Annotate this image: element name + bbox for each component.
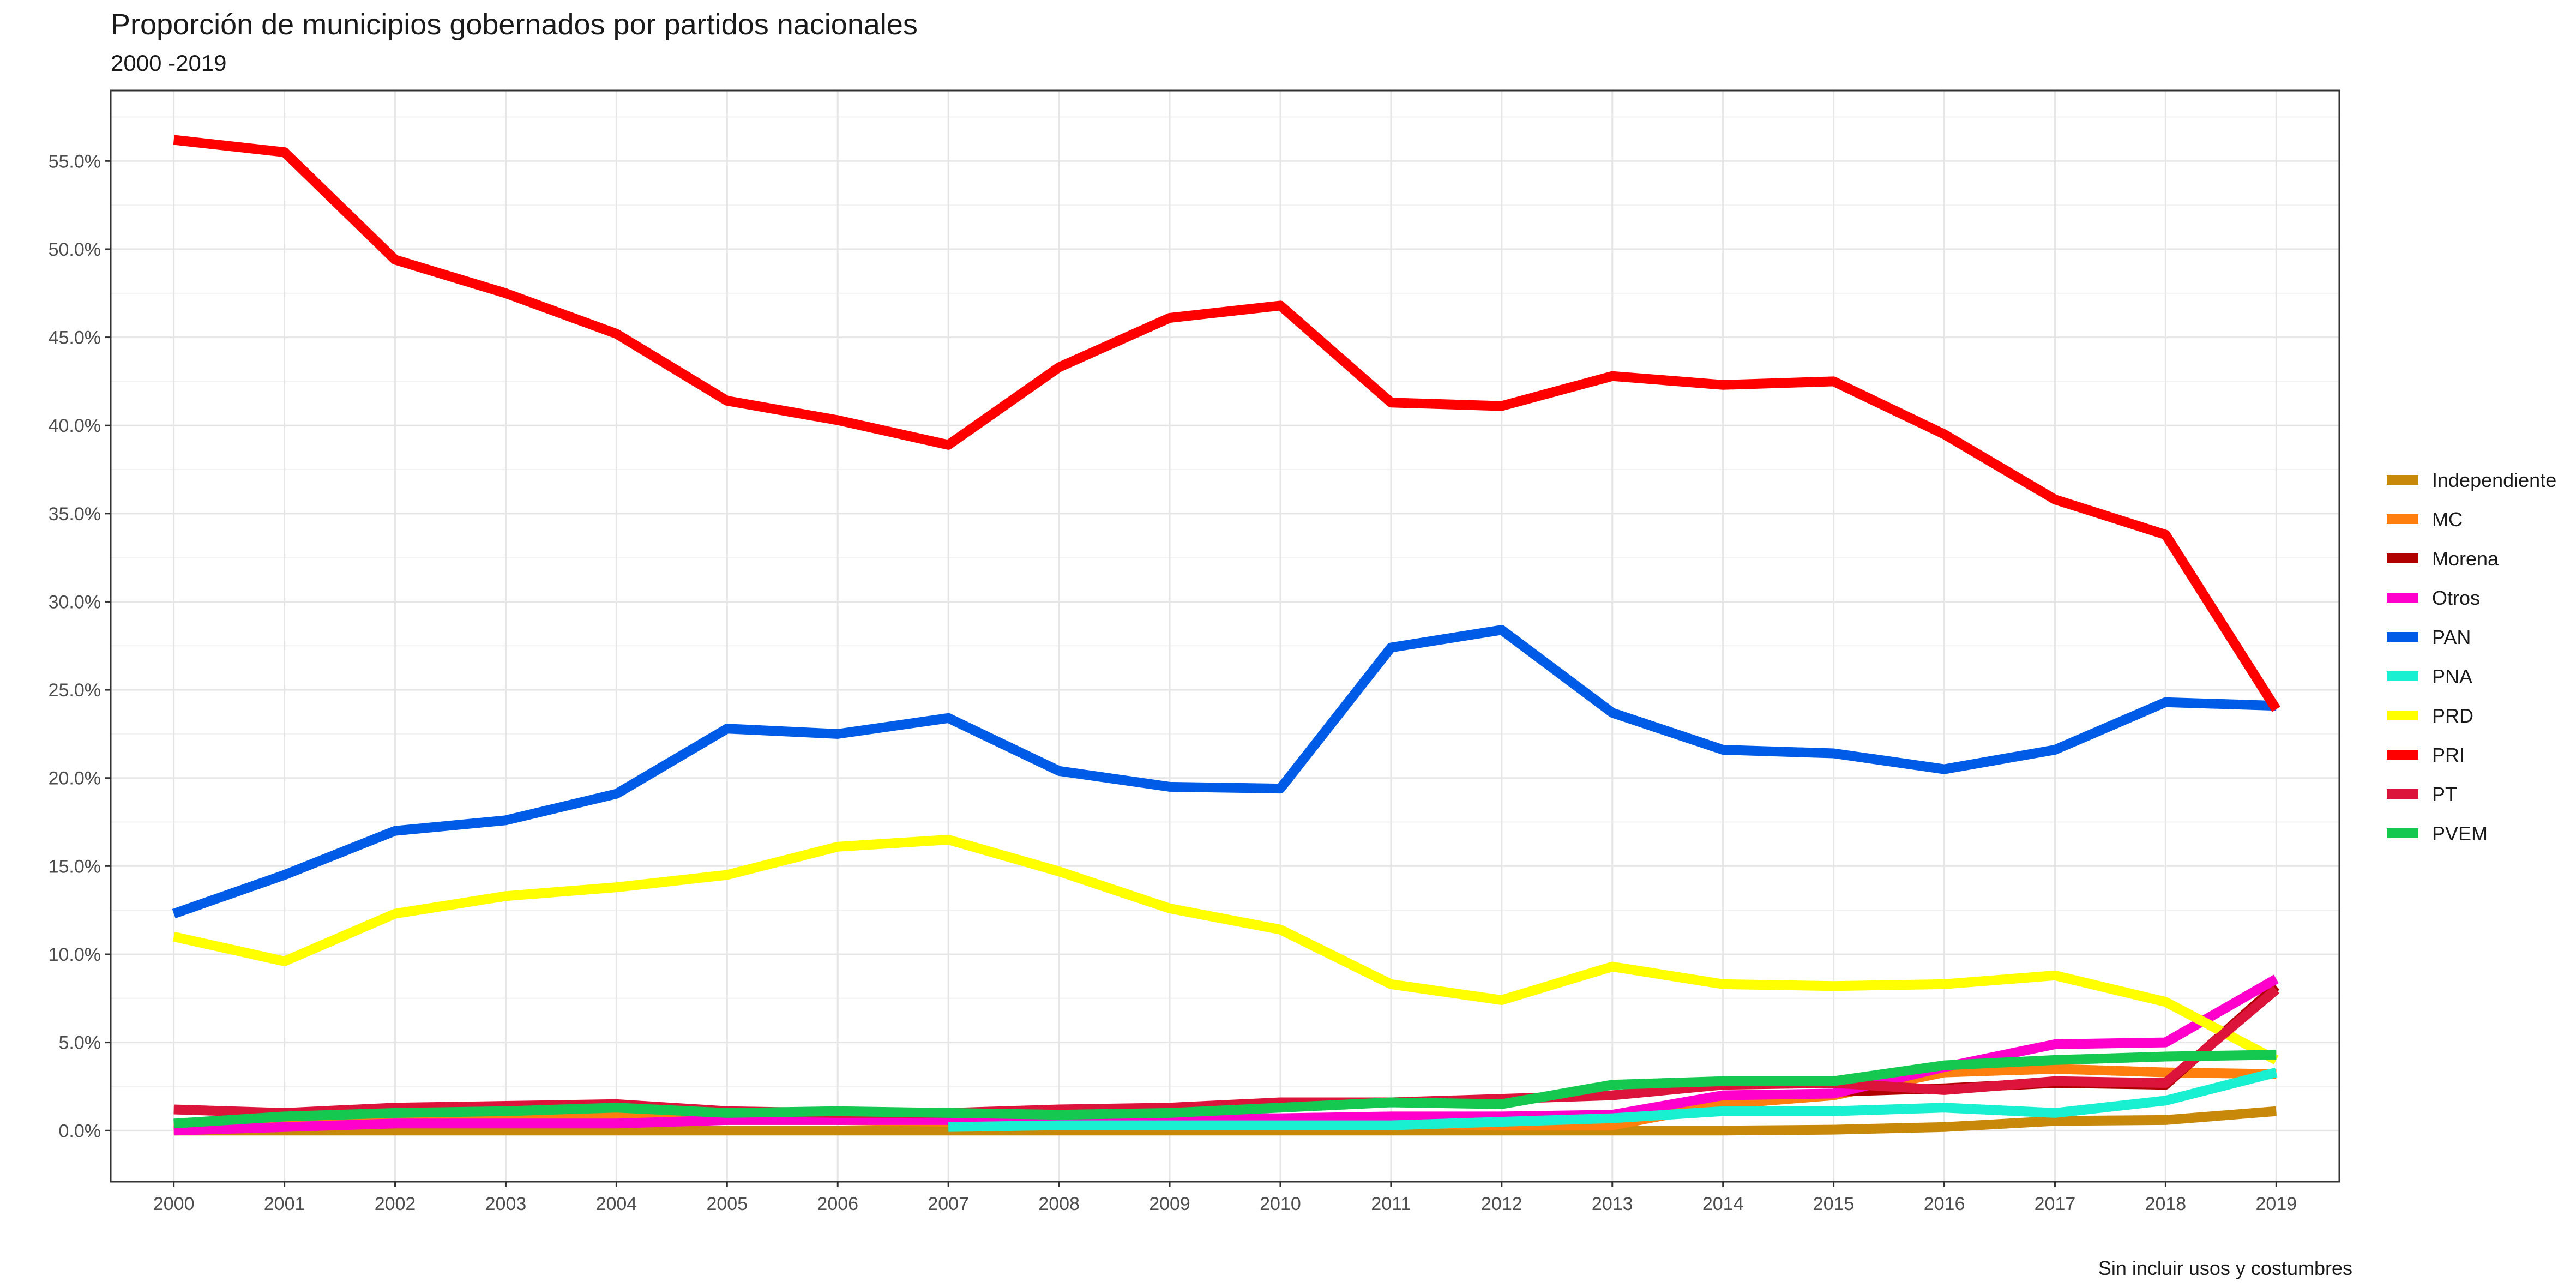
x-tick-label: 2017 (2035, 1194, 2076, 1214)
legend-label-pri: PRI (2432, 744, 2465, 766)
legend-label-prd: PRD (2432, 705, 2473, 727)
y-tick-label: 35.0% (49, 504, 101, 525)
legend-label-independiente: Independiente (2432, 469, 2556, 491)
series-line-pri (173, 135, 2280, 712)
x-tick-label: 2019 (2256, 1194, 2297, 1214)
chart-subtitle: 2000 -2019 (111, 50, 227, 76)
y-tick-label: 30.0% (49, 592, 101, 612)
x-tick-label: 2010 (1260, 1194, 1301, 1214)
x-tick-label: 2004 (596, 1194, 637, 1214)
y-tick-label: 55.0% (49, 151, 101, 172)
series-line-pvem (173, 1050, 2277, 1129)
y-tick-label: 20.0% (49, 768, 101, 789)
y-tick-label: 25.0% (49, 680, 101, 701)
x-tick-label: 2013 (1592, 1194, 1633, 1214)
x-tick-label: 2002 (375, 1194, 416, 1214)
x-tick-label: 2003 (485, 1194, 527, 1214)
axes: 0.0% 5.0% 10.0% 15.0% 20.0% 25.0% 30.0% 35.0% 40… (49, 89, 2340, 1214)
legend-label-pan: PAN (2432, 626, 2471, 648)
plot-border (110, 89, 2340, 1183)
chart-title: Proporción de municipios gobernados por … (111, 8, 918, 41)
series-line-pan (172, 625, 2277, 919)
x-tick-label: 2001 (264, 1194, 305, 1214)
x-tick-label: 2015 (1813, 1194, 1855, 1214)
x-tick-label: 2009 (1149, 1194, 1190, 1214)
y-tick-label: 10.0% (49, 944, 101, 965)
x-tick-label: 2007 (928, 1194, 969, 1214)
grid-lines (111, 91, 2339, 1182)
plot-panel (111, 91, 2339, 1182)
x-tick-label: 2012 (1481, 1194, 1522, 1214)
series-line-prd (172, 834, 2279, 1064)
legend-label-otros: Otros (2432, 587, 2480, 609)
x-tick-label: 2006 (817, 1194, 858, 1214)
y-tick-label: 15.0% (49, 856, 101, 877)
x-tick-label: 2008 (1038, 1194, 1080, 1214)
series-lines (172, 135, 2280, 1136)
x-tick-label: 2016 (1924, 1194, 1965, 1214)
y-tick-label: 45.0% (49, 328, 101, 348)
x-tick-label: 2018 (2145, 1194, 2187, 1214)
y-tick-label: 40.0% (49, 416, 101, 436)
legend-label-pna: PNA (2432, 665, 2472, 688)
legend-label-pt: PT (2432, 783, 2457, 805)
x-tick-label: 2014 (1702, 1194, 1744, 1214)
x-tick-label: 2011 (1371, 1194, 1411, 1214)
series-line-independiente (173, 1106, 2277, 1136)
y-tick-label: 50.0% (49, 239, 101, 260)
legend-label-pvem: PVEM (2432, 822, 2488, 845)
y-tick-label: 5.0% (59, 1033, 101, 1054)
legend: Independiente MC Morena Otros PAN PNA PRD PRI PT… (2387, 469, 2556, 845)
x-tick-label: 2005 (706, 1194, 748, 1214)
legend-label-mc: MC (2432, 508, 2463, 531)
legend-label-morena: Morena (2432, 547, 2499, 570)
series-line-pt (173, 985, 2280, 1118)
plot-background (111, 91, 2339, 1182)
series-line-pna (948, 1067, 2278, 1132)
x-tick-label: 2000 (153, 1194, 195, 1214)
chart-caption: Sin incluir usos y costumbres (2098, 1257, 2352, 1279)
y-tick-label: 0.0% (59, 1121, 101, 1141)
